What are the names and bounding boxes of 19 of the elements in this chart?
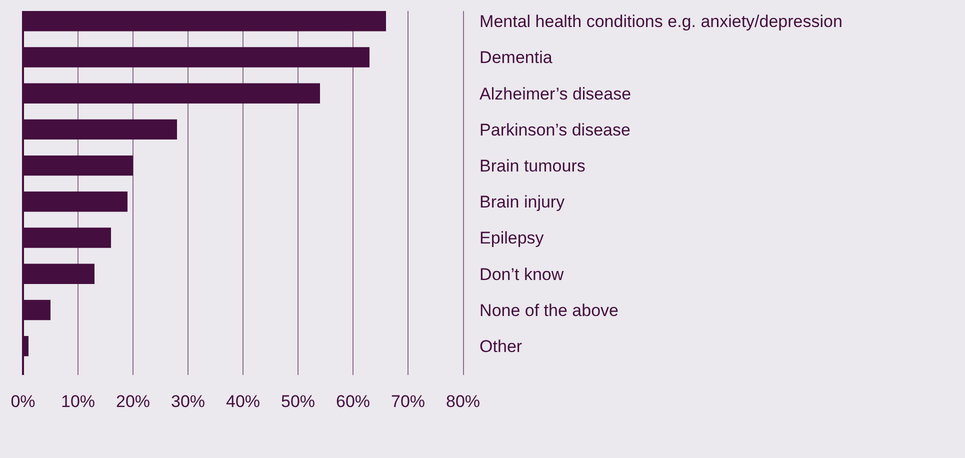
y-tick-label: Dementia	[480, 48, 553, 68]
y-tick-label: Parkinson’s disease	[480, 120, 630, 140]
y-tick-label: None of the above	[480, 300, 619, 320]
y-tick-label: Don’t know	[480, 264, 564, 284]
x-tick-label: 10%	[60, 392, 96, 411]
x-tick-label: 70%	[390, 392, 426, 411]
y-tick-label: Brain injury	[480, 192, 566, 212]
y-tick-label: Alzheimer’s disease	[480, 84, 632, 104]
y-tick-label: Epilepsy	[480, 228, 544, 248]
x-tick-label: 0%	[10, 392, 36, 411]
x-tick-label: 60%	[336, 392, 370, 411]
x-tick-label: 20%	[116, 392, 150, 411]
x-tick-label: 40%	[226, 392, 260, 411]
y-tick-label: Mental health conditions e.g. anxiety/depression	[480, 12, 842, 32]
y-tick-label: Other	[480, 337, 522, 356]
x-tick-label: 50%	[280, 392, 316, 411]
y-tick-label: Brain tumours	[480, 156, 586, 176]
x-tick-label: 80%	[446, 392, 480, 411]
x-tick-label: 30%	[170, 392, 206, 411]
